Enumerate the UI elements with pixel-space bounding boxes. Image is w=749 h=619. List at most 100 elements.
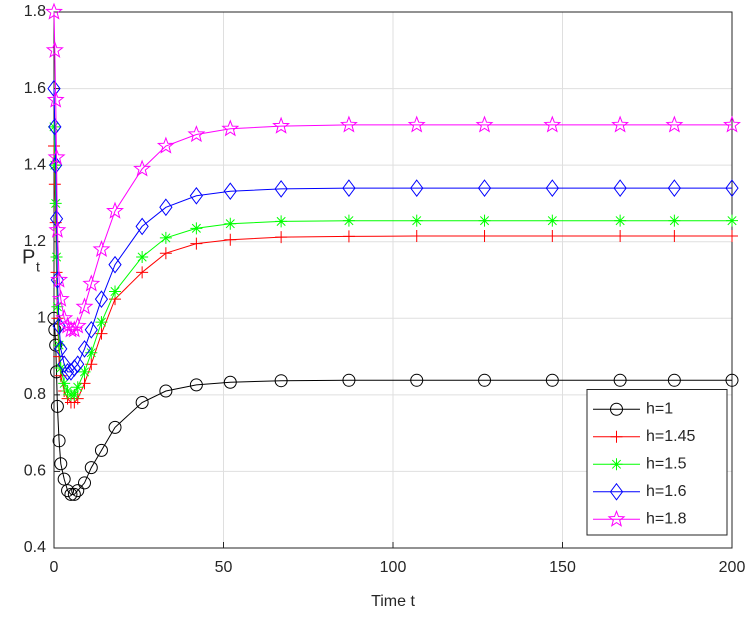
marker	[611, 115, 630, 133]
y-tick-label: 1.2	[24, 233, 46, 250]
series-line	[53, 126, 732, 396]
marker	[52, 434, 66, 448]
marker	[50, 270, 69, 288]
marker	[78, 377, 91, 390]
marker	[475, 115, 494, 133]
marker	[342, 179, 356, 197]
marker	[342, 373, 356, 387]
y-axis-label-subscript: t	[36, 259, 40, 275]
marker	[133, 159, 152, 177]
marker	[106, 201, 124, 219]
marker	[342, 214, 355, 227]
marker	[665, 115, 684, 133]
marker	[49, 197, 62, 210]
x-tick-label: 200	[719, 559, 746, 576]
series-line	[53, 318, 732, 495]
marker	[223, 375, 237, 389]
marker	[50, 251, 63, 264]
marker	[478, 214, 491, 227]
marker	[50, 365, 64, 379]
marker	[68, 316, 87, 334]
x-axis-label: Time t	[371, 593, 415, 610]
marker	[54, 340, 68, 358]
marker	[223, 182, 237, 201]
marker	[159, 231, 172, 244]
marker	[49, 209, 64, 228]
marker	[65, 320, 84, 338]
marker	[60, 363, 75, 381]
marker	[545, 179, 559, 197]
marker	[614, 229, 627, 242]
marker	[51, 300, 64, 313]
marker	[71, 355, 85, 374]
marker	[53, 350, 66, 363]
marker	[54, 457, 68, 471]
marker	[82, 274, 101, 292]
marker	[477, 179, 492, 197]
x-tick-label: 0	[50, 559, 59, 576]
marker	[410, 373, 424, 387]
marker	[51, 289, 70, 307]
marker	[187, 125, 206, 143]
marker	[159, 247, 172, 260]
x-tick-label: 150	[549, 559, 576, 576]
marker	[478, 373, 492, 387]
series-line	[53, 88, 732, 373]
marker	[68, 388, 81, 401]
marker	[78, 476, 92, 490]
marker	[190, 237, 203, 250]
marker	[613, 179, 627, 197]
marker	[725, 179, 739, 197]
marker	[342, 230, 355, 243]
marker	[274, 374, 288, 388]
marker	[71, 381, 84, 394]
marker	[274, 180, 288, 198]
y-tick-label: 0.8	[24, 386, 46, 403]
marker	[410, 229, 423, 242]
marker	[668, 229, 681, 242]
x-tick-label: 100	[380, 559, 407, 576]
y-axis-label: P	[22, 246, 35, 268]
marker	[221, 119, 240, 137]
marker	[136, 251, 149, 264]
legend-marker	[610, 458, 623, 471]
marker	[45, 40, 64, 58]
marker	[78, 365, 91, 378]
legend-label: h=1.5	[646, 455, 687, 472]
marker	[94, 290, 109, 308]
marker	[84, 320, 98, 339]
marker	[57, 355, 71, 374]
legend-box	[586, 389, 728, 536]
marker	[108, 420, 122, 434]
marker	[545, 373, 559, 387]
marker	[159, 384, 173, 398]
marker	[94, 443, 108, 457]
marker	[725, 373, 739, 387]
marker	[75, 297, 94, 315]
y-tick-label: 1.8	[24, 3, 46, 20]
marker	[339, 115, 358, 133]
marker	[189, 378, 203, 392]
marker	[67, 359, 81, 377]
marker	[71, 484, 85, 498]
marker	[95, 316, 108, 329]
legend-marker	[610, 430, 623, 443]
marker	[543, 115, 562, 133]
marker	[85, 346, 98, 359]
marker	[224, 217, 237, 230]
x-tick-label: 50	[215, 559, 233, 576]
marker	[189, 186, 204, 205]
marker	[410, 214, 423, 227]
marker	[46, 90, 65, 108]
marker	[726, 229, 738, 242]
marker	[48, 118, 62, 136]
marker	[108, 255, 122, 274]
marker	[272, 116, 291, 134]
marker	[156, 136, 175, 154]
marker	[726, 214, 738, 227]
marker	[109, 285, 122, 298]
marker	[546, 229, 559, 242]
marker	[159, 198, 173, 217]
y-tick-label: 1.4	[24, 156, 46, 173]
